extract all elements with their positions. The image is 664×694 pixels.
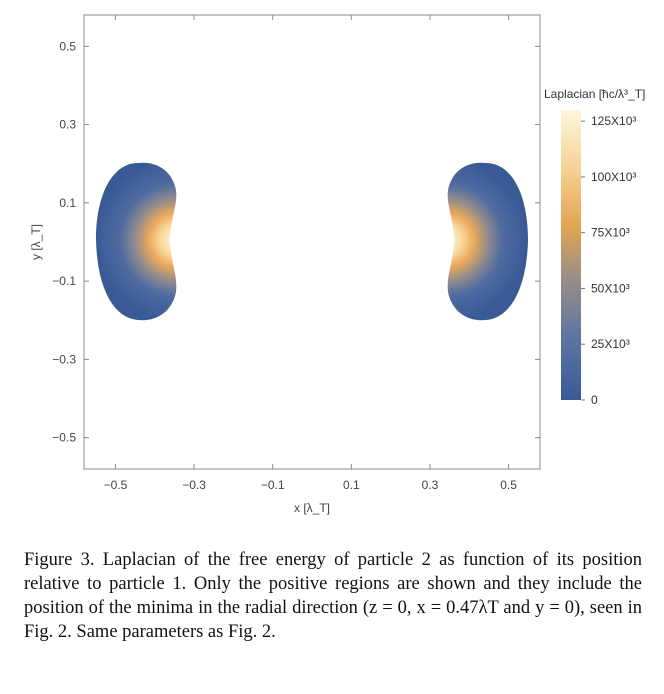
y-tick-label: −0.1 (52, 274, 76, 288)
colorbar-tick-label: 50X10³ (591, 281, 630, 295)
chart: −0.5 −0.3 −0.1 0.1 0.3 0.5 0.50.30.1−0.1−0.3−… (29, 14, 645, 515)
heat-region-right (447, 162, 528, 321)
colorbar-ticks: 0 25X10³ 50X10³ 75X10³ 100X10³ 125X10³ (581, 114, 636, 407)
colorbar-tick-label: 125X10³ (591, 114, 636, 128)
y-tick-label: −0.5 (52, 431, 76, 445)
y-tick-label: 0.1 (59, 196, 76, 210)
colorbar-tick-label: 100X10³ (591, 170, 636, 184)
x-tick-label: 0.1 (343, 478, 360, 492)
colorbar-tick-label: 25X10³ (591, 337, 630, 351)
heat-region-left (96, 162, 177, 321)
colorbar-tick-label: 75X10³ (591, 226, 630, 240)
x-tick-label: 0.3 (422, 478, 439, 492)
x-tick-label: −0.3 (182, 478, 206, 492)
x-tick-label: −0.1 (261, 478, 285, 492)
x-axis-title: x [λ_T] (294, 501, 330, 515)
y-tick-label: 0.3 (59, 118, 76, 132)
y-axis-ticks: 0.5 0.3 0.1 −0.1 −0.3 −0.5 (52, 39, 540, 445)
x-tick-label: −0.5 (104, 478, 128, 492)
y-axis-title: y [λ_T] (29, 224, 43, 260)
colorbar (561, 110, 581, 400)
colorbar-tick-label: 0 (591, 393, 598, 407)
x-tick-label: 0.5 (500, 478, 517, 492)
plot-frame (83, 14, 541, 470)
y-tick-label: −0.3 (52, 352, 76, 366)
colorbar-title: Laplacian [ħc/λ³_T] (544, 87, 645, 101)
x-axis-ticks: −0.5 −0.3 −0.1 0.1 0.3 0.5 (104, 15, 517, 492)
y-tick-label: 0.5 (59, 39, 76, 53)
figure-caption: Figure 3. Laplacian of the free energy o… (24, 550, 642, 642)
